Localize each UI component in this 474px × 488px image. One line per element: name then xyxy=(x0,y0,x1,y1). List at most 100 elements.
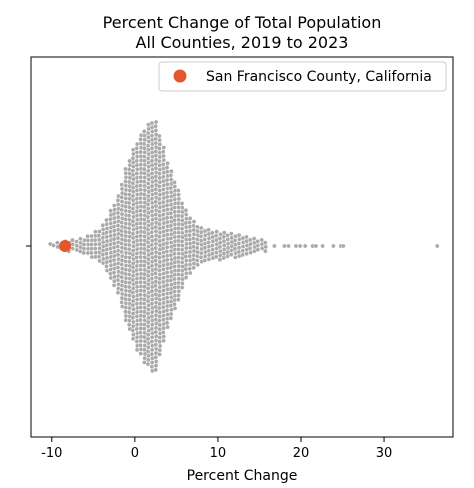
county-point xyxy=(55,240,60,245)
county-point xyxy=(195,262,200,268)
county-point xyxy=(142,158,147,164)
county-point xyxy=(240,252,245,258)
county-point xyxy=(130,265,136,270)
county-point xyxy=(123,305,129,310)
county-point xyxy=(164,190,170,195)
county-point xyxy=(97,229,102,234)
county-point xyxy=(282,243,287,249)
county-point xyxy=(145,273,151,279)
county-point xyxy=(111,283,117,288)
county-point xyxy=(138,330,143,335)
x-axis-ticks: -10 0 10 20 30 xyxy=(41,437,392,461)
county-point xyxy=(130,248,136,253)
county-point xyxy=(179,226,185,232)
county-point xyxy=(157,297,163,303)
county-point xyxy=(168,173,174,178)
county-point xyxy=(157,276,162,282)
county-point xyxy=(255,247,261,253)
county-point xyxy=(141,129,147,134)
county-point xyxy=(191,219,197,224)
county-point xyxy=(138,317,143,323)
county-point xyxy=(161,145,167,150)
county-point xyxy=(157,255,162,261)
county-point xyxy=(168,311,174,317)
county-point xyxy=(112,220,117,225)
county-point xyxy=(104,263,109,269)
county-point xyxy=(146,269,151,274)
county-point xyxy=(123,275,129,281)
county-point xyxy=(134,301,140,307)
county-point xyxy=(164,257,170,263)
county-point xyxy=(194,245,200,251)
county-point xyxy=(153,329,159,335)
county-point xyxy=(123,179,128,184)
county-point xyxy=(130,315,136,321)
county-point xyxy=(272,243,277,249)
county-point xyxy=(81,246,87,251)
county-point xyxy=(70,237,75,243)
county-point xyxy=(176,263,182,269)
county-point xyxy=(165,219,170,225)
county-point xyxy=(123,246,128,252)
county-point xyxy=(161,267,166,272)
county-point xyxy=(157,137,162,143)
county-point xyxy=(130,302,136,308)
county-point xyxy=(157,171,162,177)
county-point xyxy=(123,292,129,298)
county-point xyxy=(157,293,162,298)
county-point xyxy=(172,243,177,248)
county-point xyxy=(146,307,151,312)
highlight-point xyxy=(59,240,72,252)
county-point xyxy=(146,344,151,350)
county-point xyxy=(236,245,242,250)
county-point xyxy=(134,314,140,319)
county-point xyxy=(149,196,155,201)
county-point xyxy=(175,297,181,303)
county-point xyxy=(96,254,102,260)
county-point xyxy=(127,318,132,323)
county-point xyxy=(123,280,129,285)
county-point xyxy=(153,178,159,184)
county-point xyxy=(195,241,200,247)
county-point xyxy=(153,224,159,230)
county-point xyxy=(149,313,155,319)
county-point xyxy=(115,223,121,228)
county-point xyxy=(157,184,162,189)
county-point xyxy=(108,208,113,214)
county-point xyxy=(123,284,128,289)
county-point xyxy=(123,301,129,306)
county-point xyxy=(134,158,140,164)
county-point xyxy=(251,236,257,241)
county-point xyxy=(198,255,204,260)
county-point xyxy=(157,268,162,273)
county-point xyxy=(123,313,129,319)
county-point xyxy=(134,339,140,344)
county-point xyxy=(149,229,155,235)
county-point xyxy=(119,207,125,213)
county-point xyxy=(112,215,117,221)
county-point xyxy=(130,336,136,342)
county-point xyxy=(115,235,121,241)
county-point xyxy=(195,224,200,230)
county-point xyxy=(115,277,121,283)
county-point xyxy=(115,290,121,296)
legend-entry: San Francisco County, California xyxy=(206,69,432,85)
county-point xyxy=(149,351,155,357)
county-point xyxy=(149,301,155,307)
county-point xyxy=(187,262,193,267)
county-point xyxy=(153,119,159,125)
county-point xyxy=(111,236,117,242)
county-point xyxy=(85,238,91,243)
county-point xyxy=(191,223,196,229)
county-point xyxy=(138,174,143,180)
county-point xyxy=(126,213,132,218)
county-point xyxy=(142,183,147,189)
county-point xyxy=(123,221,129,226)
county-point xyxy=(225,232,230,238)
county-point xyxy=(119,300,124,305)
county-point xyxy=(157,339,162,345)
county-point xyxy=(153,367,159,373)
county-point xyxy=(123,208,129,214)
county-point xyxy=(119,195,125,200)
county-point xyxy=(214,229,219,234)
